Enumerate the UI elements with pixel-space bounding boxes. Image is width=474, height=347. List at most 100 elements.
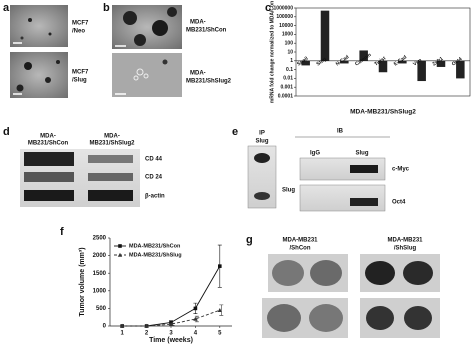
- x-tick-label: Oct4: [451, 56, 464, 67]
- y-tick-label: 0: [103, 324, 107, 330]
- panel-c: 1000000 100000 10000 1000 100 10 1 0.1 0.01 0.001…: [269, 1, 471, 116]
- y-tick-label: 1000000: [274, 5, 294, 11]
- label: Slug: [282, 188, 295, 194]
- band-label: β-actin: [145, 194, 165, 200]
- band-label: CD 44: [145, 157, 163, 163]
- y-axis-label: Tumor volume (mm³): [79, 247, 86, 316]
- bar: [456, 60, 465, 79]
- legend-label: MDA-MB231/ShSlug: [129, 252, 182, 258]
- y-tick-label: 1500: [93, 271, 107, 277]
- y-tick-label: 0.01: [283, 76, 293, 82]
- panel-label: f: [60, 226, 64, 238]
- panel-label: d: [3, 126, 10, 138]
- y-tick-label: 1: [290, 58, 293, 64]
- series-line: [122, 265, 221, 327]
- label: IB: [337, 129, 344, 135]
- error-bar: [194, 315, 199, 323]
- y-tick-label: 1000: [282, 32, 293, 38]
- y-tick-label: 10: [287, 49, 293, 55]
- error-bar: [219, 304, 224, 316]
- marker: [193, 316, 198, 321]
- x-tick-label: 3: [169, 331, 173, 337]
- y-tick-label: 500: [96, 306, 107, 312]
- marker: [217, 307, 222, 312]
- panel-a: MCF7 /Neo MCF7 /Slug: [10, 5, 89, 98]
- label: MB231/ShCon: [28, 141, 69, 147]
- marker: [144, 323, 149, 328]
- bar: [340, 60, 349, 64]
- y-tick-label: 2000: [93, 253, 107, 259]
- label: MDA-MB231: [387, 238, 423, 244]
- x-tick-label: Snail: [296, 55, 310, 67]
- x-tick-label: Vim: [412, 57, 423, 67]
- label: MCF7: [72, 21, 89, 27]
- x-tick-label: Zeb1: [431, 56, 444, 68]
- label: /ShCon: [290, 246, 311, 252]
- y-tick-label: 100: [285, 41, 294, 47]
- marker: [120, 323, 125, 328]
- x-tick-label: Slug: [315, 56, 327, 67]
- label: MDA-: [104, 134, 120, 140]
- label: MB231/ShSlug2: [186, 79, 232, 85]
- panel-b: MDA- MB231/ShCon MDA- MB231/ShSlug2: [112, 5, 232, 97]
- bar: [436, 60, 446, 67]
- panel-g: MDA-MB231 /ShCon MDA-MB231 /ShSlug: [262, 238, 440, 338]
- panel-label: a: [3, 2, 10, 14]
- panel-e: IP Slug IB IgG Slug Slug c-Myc Oct4: [247, 129, 410, 212]
- y-tick-label: 100000: [276, 14, 293, 20]
- label: MDA-MB231: [282, 238, 318, 244]
- label: MDA-: [190, 20, 206, 26]
- band-label: c-Myc: [392, 167, 410, 173]
- label: /Neo: [72, 29, 85, 35]
- bar: [301, 60, 310, 66]
- x-axis-label: Time (weeks): [149, 337, 193, 344]
- panel-label: g: [246, 234, 253, 246]
- label: MDA-: [40, 134, 56, 140]
- y-tick-label: 0.001: [280, 85, 293, 91]
- bar: [417, 60, 426, 82]
- x-tick-label: 5: [218, 331, 222, 337]
- y-tick-label: 0.0001: [278, 93, 294, 99]
- marker: [168, 322, 174, 327]
- series-line: [122, 309, 220, 327]
- label: MB231/ShSlug2: [89, 141, 135, 147]
- y-tick-label: 2500: [93, 236, 107, 242]
- bar: [398, 60, 407, 64]
- panel-d: MDA- MB231/ShCon MDA- MB231/ShSlug2 CD 4…: [20, 134, 165, 207]
- label: /Slug: [72, 78, 87, 84]
- bar: [359, 50, 368, 61]
- panel-f: 0 500 1000 1500 2000 2500 1 2 3 4 5 MDA-MB231/ShCon…: [79, 236, 232, 344]
- image: [112, 53, 182, 97]
- x-tick-label: 4: [194, 331, 198, 337]
- panel-label: b: [103, 2, 110, 14]
- blot: [299, 157, 386, 181]
- label: MCF7: [72, 70, 89, 76]
- x-tick-label: 2: [145, 331, 149, 337]
- bar: [378, 60, 388, 73]
- x-axis-label: MDA-MB231/ShSlug2: [350, 109, 416, 116]
- band-label: Oct4: [392, 200, 406, 206]
- y-tick-label: 10000: [279, 23, 293, 29]
- label: Slug: [256, 139, 269, 145]
- label: /ShSlug: [394, 246, 417, 252]
- legend-marker: [117, 252, 123, 257]
- label: Slug: [356, 151, 369, 157]
- panel-label: e: [232, 126, 238, 138]
- marker: [218, 264, 222, 268]
- legend-marker: [118, 244, 122, 248]
- y-tick-label: 0.1: [286, 67, 293, 73]
- y-axis-label: mRNA fold change normalized to MDA/Con: [269, 1, 275, 103]
- label: IP: [259, 131, 265, 137]
- label: IgG: [310, 151, 320, 157]
- legend-label: MDA-MB231/ShCon: [129, 243, 181, 249]
- label: MB231/ShCon: [186, 28, 227, 34]
- x-tick-label: 1: [121, 331, 125, 337]
- panel-label: c: [265, 2, 271, 14]
- bar: [320, 10, 330, 61]
- y-tick-label: 1000: [93, 288, 107, 294]
- label: MDA-: [190, 71, 206, 77]
- image: [10, 5, 68, 47]
- band-label: CD 24: [145, 175, 163, 181]
- marker: [193, 306, 198, 311]
